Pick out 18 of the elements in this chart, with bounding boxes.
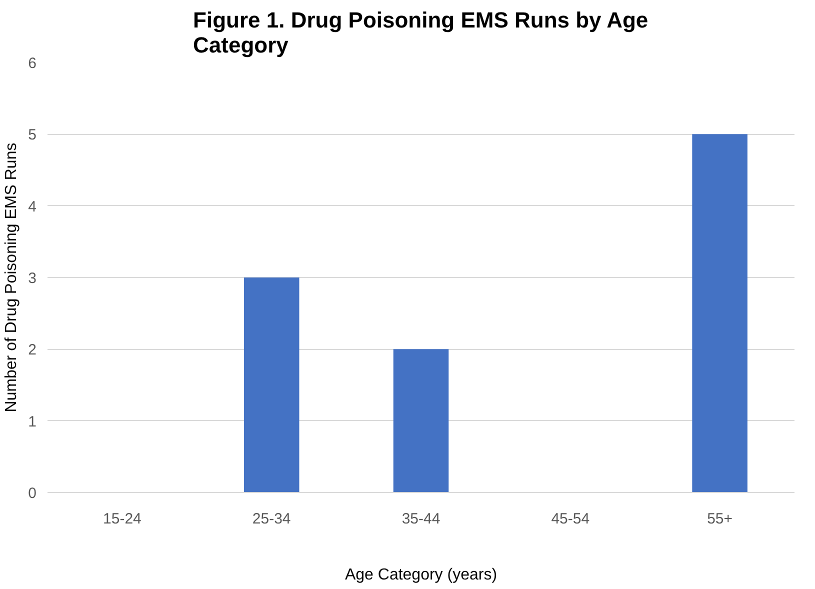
bar xyxy=(692,134,748,492)
x-tick-label: 45-54 xyxy=(551,510,590,528)
y-tick-label: 3 xyxy=(28,270,36,287)
y-tick-label: 5 xyxy=(28,126,36,144)
y-tick-label: 2 xyxy=(28,342,36,359)
x-tick-label: 35-44 xyxy=(402,510,440,528)
x-tick-label: 55+ xyxy=(707,510,733,528)
y-tick-label: 0 xyxy=(28,485,36,502)
bar xyxy=(244,278,300,492)
chart-title: Figure 1. Drug Poisoning EMS Runs by Age Category xyxy=(193,8,648,58)
x-axis-title: Age Category (years) xyxy=(344,566,498,584)
x-tick-label: 15-24 xyxy=(103,510,142,528)
y-tick-label: 1 xyxy=(28,413,36,430)
y-axis-title: Number of Drug Poisoning EMS Runs xyxy=(3,142,20,412)
bar xyxy=(393,349,449,492)
x-tick-label: 25-34 xyxy=(252,510,291,528)
y-tick-label: 4 xyxy=(28,198,36,216)
y-tick-label: 6 xyxy=(28,55,36,72)
